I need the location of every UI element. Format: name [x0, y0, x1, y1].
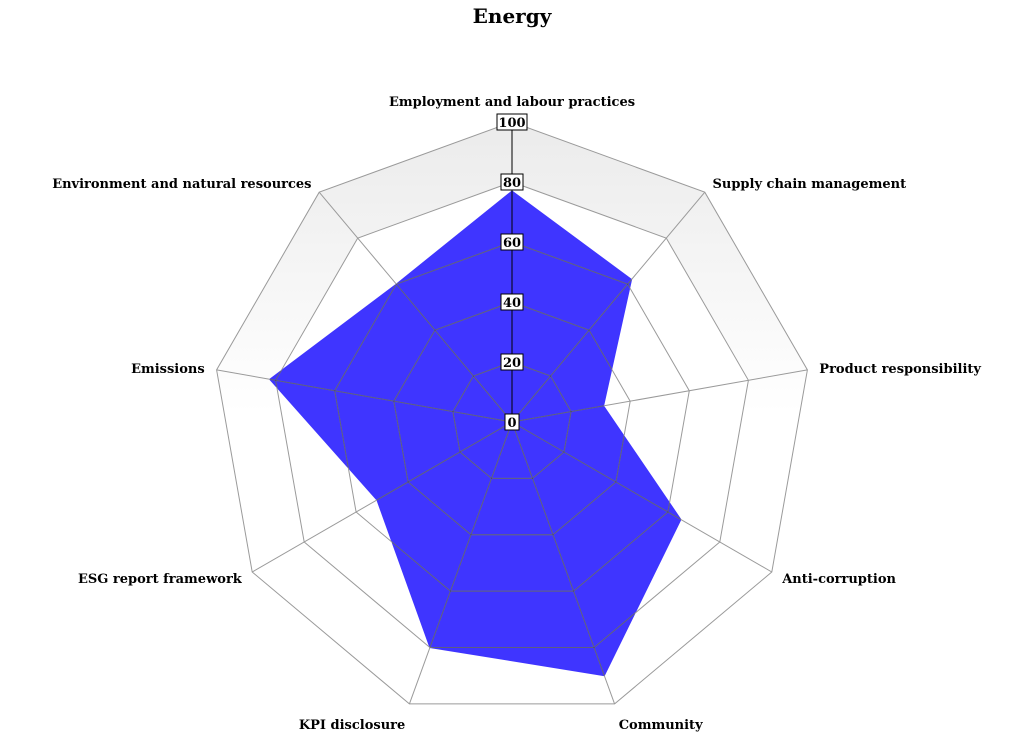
inner-grid-ring — [452, 361, 572, 479]
radial-tick-box — [504, 413, 520, 431]
axis-label: Environment and natural resources — [52, 177, 311, 192]
radial-tick-label: 100 — [498, 116, 525, 131]
axis-labels: Employment and labour practices Supply ch… — [52, 95, 981, 733]
radial-tick: 0 — [504, 413, 520, 431]
radial-tick-label: 40 — [503, 296, 521, 311]
axis-label: ESG report framework — [78, 572, 243, 587]
radial-tick: 80 — [500, 173, 524, 191]
chart-title: Energy — [473, 4, 553, 28]
radial-tick: 40 — [500, 293, 524, 311]
radial-tick-label: 60 — [503, 236, 521, 251]
axis-label: KPI disclosure — [299, 718, 405, 733]
radial-tick-label: 80 — [503, 176, 521, 191]
series-polygon — [268, 190, 682, 677]
radial-tick: 100 — [496, 113, 528, 131]
axis-label: Supply chain management — [713, 177, 907, 192]
axis-label: Emissions — [131, 362, 205, 377]
radial-tick-label: 20 — [503, 356, 521, 371]
radial-tick: 60 — [500, 233, 524, 251]
radar-grid — [216, 121, 808, 705]
radial-tick-box — [500, 353, 524, 371]
inner-grid-ring — [393, 301, 631, 536]
axis-label: Product responsibility — [819, 362, 981, 377]
axis-label: Anti-corruption — [781, 572, 896, 587]
axis-label: Employment and labour practices — [389, 95, 635, 110]
radial-tick: 20 — [500, 353, 524, 371]
radial-tick-box — [496, 113, 528, 131]
radial-tick-box — [500, 173, 524, 191]
inner-spoke — [511, 421, 616, 676]
inner-spoke — [269, 369, 513, 423]
grid-ring — [216, 121, 808, 705]
inner-spoke — [511, 421, 681, 573]
radial-tick-box — [500, 233, 524, 251]
axis-label: Community — [619, 718, 703, 733]
radial-tick-label: 0 — [507, 416, 516, 431]
radar-series-layer — [268, 190, 682, 677]
radial-ticks: 0 20 40 60 80 100 — [496, 113, 528, 431]
radial-tick-box — [500, 293, 524, 311]
